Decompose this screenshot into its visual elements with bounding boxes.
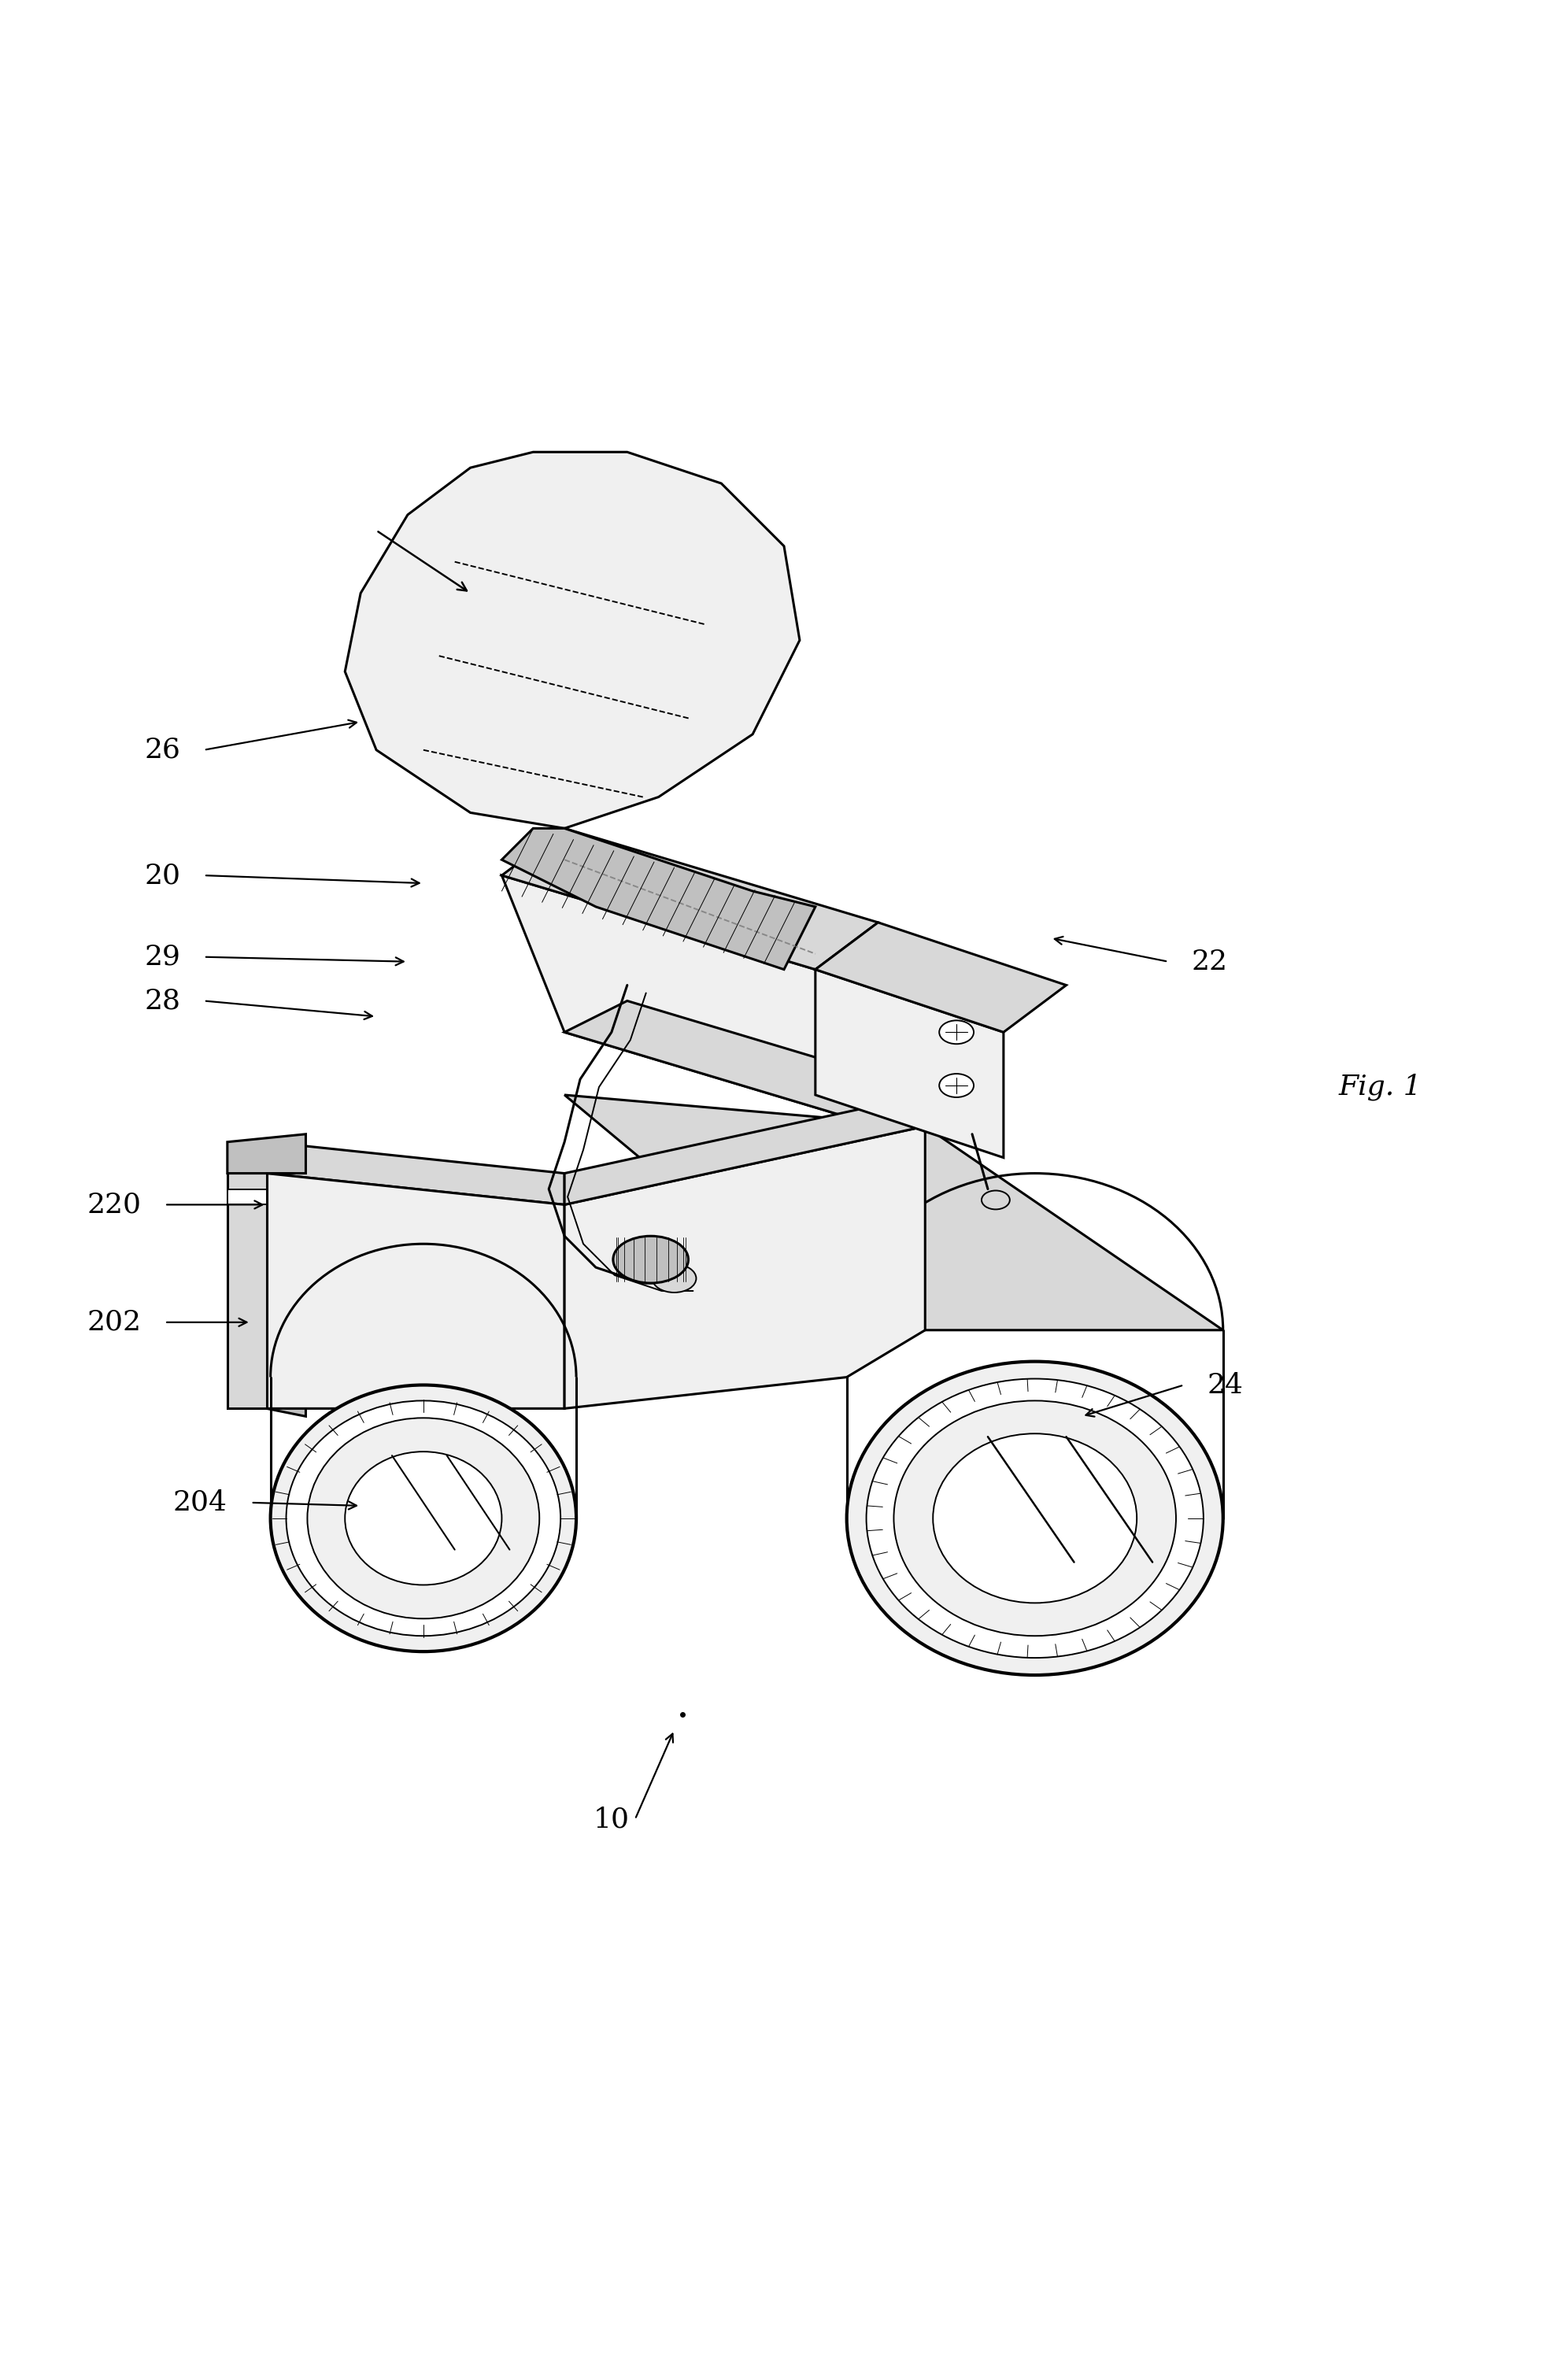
Ellipse shape bbox=[287, 1401, 561, 1636]
Ellipse shape bbox=[345, 1451, 502, 1584]
Polygon shape bbox=[345, 452, 800, 828]
Ellipse shape bbox=[847, 1363, 1223, 1674]
Ellipse shape bbox=[866, 1379, 1204, 1657]
Text: Fig. 1: Fig. 1 bbox=[1338, 1072, 1422, 1101]
Ellipse shape bbox=[939, 1020, 974, 1044]
Text: 22: 22 bbox=[1192, 949, 1228, 975]
Polygon shape bbox=[227, 1134, 306, 1172]
Ellipse shape bbox=[982, 1191, 1010, 1210]
Polygon shape bbox=[502, 828, 815, 970]
Polygon shape bbox=[227, 1141, 267, 1408]
Ellipse shape bbox=[307, 1417, 539, 1619]
Text: 220: 220 bbox=[86, 1191, 141, 1218]
Polygon shape bbox=[815, 970, 1004, 1158]
Polygon shape bbox=[564, 1094, 925, 1206]
Ellipse shape bbox=[271, 1384, 577, 1653]
Polygon shape bbox=[564, 1001, 941, 1127]
Text: 24: 24 bbox=[1207, 1372, 1243, 1398]
Polygon shape bbox=[502, 875, 878, 1127]
Text: 26: 26 bbox=[144, 737, 180, 763]
Text: 204: 204 bbox=[172, 1489, 227, 1517]
Polygon shape bbox=[267, 1141, 564, 1206]
Ellipse shape bbox=[933, 1434, 1137, 1603]
Polygon shape bbox=[815, 923, 1066, 1032]
Text: 28: 28 bbox=[144, 987, 180, 1015]
Polygon shape bbox=[227, 1189, 267, 1206]
Ellipse shape bbox=[939, 1075, 974, 1096]
Polygon shape bbox=[564, 1094, 1223, 1329]
Text: 10: 10 bbox=[593, 1805, 630, 1833]
Ellipse shape bbox=[613, 1237, 688, 1284]
Polygon shape bbox=[267, 1172, 306, 1417]
Polygon shape bbox=[564, 1127, 925, 1408]
Text: 29: 29 bbox=[144, 944, 180, 970]
Polygon shape bbox=[502, 828, 878, 970]
Ellipse shape bbox=[894, 1401, 1176, 1636]
Text: 20: 20 bbox=[144, 861, 180, 889]
Text: 202: 202 bbox=[86, 1308, 141, 1336]
Ellipse shape bbox=[652, 1265, 696, 1294]
Polygon shape bbox=[267, 1172, 564, 1408]
